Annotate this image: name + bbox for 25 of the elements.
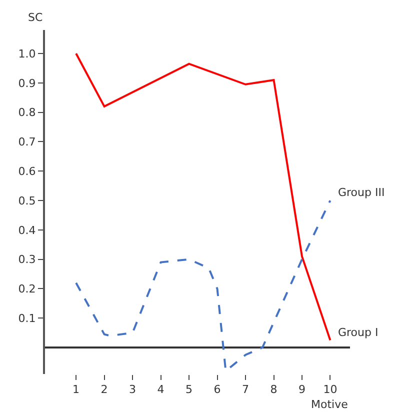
series-label: Group III [338,186,385,199]
y-tick-label: 0.3 [18,253,36,266]
y-tick-label: 0.2 [18,282,36,296]
y-tick-label: 0.6 [18,164,36,178]
x-tick-label: 4 [157,383,164,396]
y-tick-label: 0.1 [18,312,36,325]
y-tick-label: 1.0 [18,47,36,60]
x-tick-label: 1 [72,383,80,396]
line-series [75,52,332,342]
x-tick-label: 7 [242,383,250,396]
x-tick-label: 10 [323,383,338,396]
x-tick-label: 6 [214,383,221,396]
x-axis-title: Motive [311,398,348,411]
y-tick-label: 0.9 [18,76,36,90]
y-tick-label: 0.5 [18,194,36,208]
x-tick-label: 3 [129,383,136,396]
y-tick-label: 0.4 [18,224,36,237]
series-label: Group I [338,326,378,339]
x-tick-label: 9 [298,383,306,396]
y-tick-label: 0.8 [18,106,36,120]
x-tick-label: 2 [100,383,108,396]
x-tick-label: 5 [186,383,193,396]
y-tick-label: 0.7 [18,136,36,149]
y-axis-title: SC [28,11,43,24]
x-tick-label: 8 [270,383,278,396]
